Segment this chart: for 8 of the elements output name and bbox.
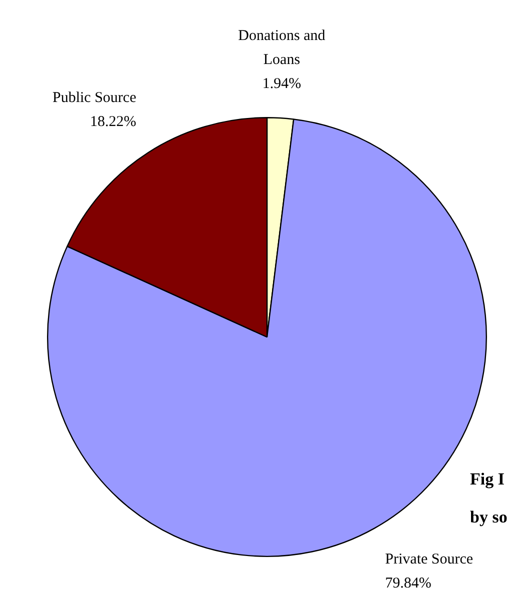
slice-label: Donations and Loans	[238, 28, 326, 68]
data-label: 1.94%	[262, 76, 302, 92]
data-label: 79.84%	[385, 575, 432, 592]
slice-label: Public Source	[52, 90, 137, 106]
text: Fig I	[470, 469, 505, 488]
data-label: 18.22%	[90, 114, 136, 130]
text: by so	[470, 507, 508, 526]
slice-label: Private Source	[385, 551, 474, 568]
